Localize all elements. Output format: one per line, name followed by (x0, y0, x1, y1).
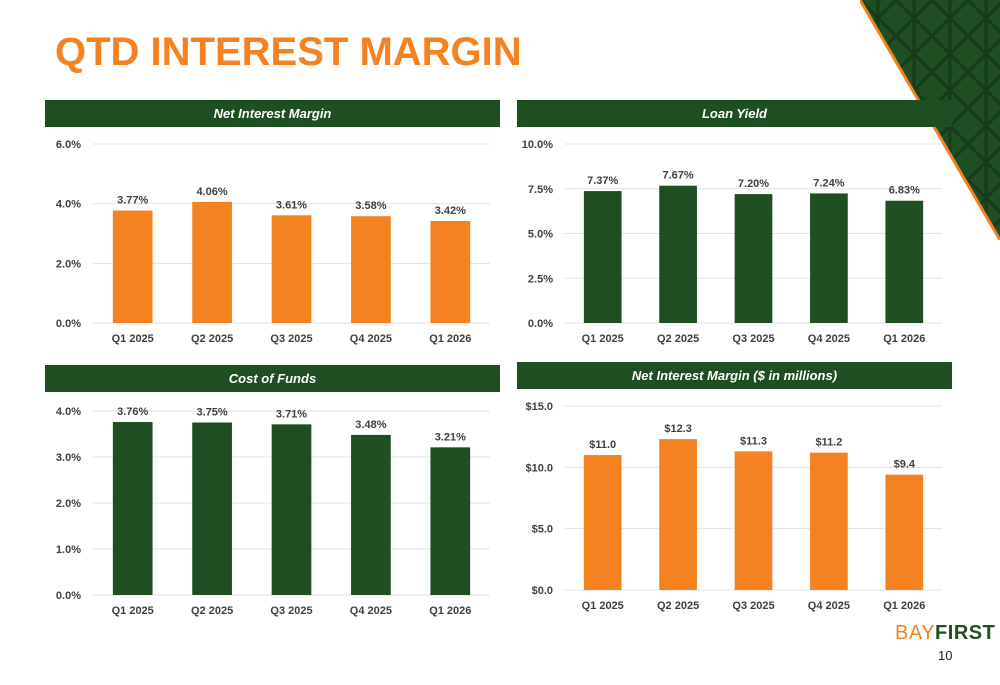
x-tick-label: Q4 2025 (808, 600, 850, 612)
y-tick-label: 6.0% (56, 139, 81, 151)
y-tick-label: 0.0% (528, 318, 553, 330)
x-tick-label: Q4 2025 (808, 333, 850, 345)
bar (112, 422, 153, 595)
data-label: $11.3 (740, 435, 767, 447)
page-number: 10 (938, 648, 953, 663)
bar (271, 424, 312, 595)
x-tick-label: Q1 2026 (883, 333, 925, 345)
chart-header: Net Interest Margin (45, 100, 500, 127)
data-label: $12.3 (664, 423, 692, 435)
bar (659, 185, 697, 323)
x-tick-label: Q2 2025 (191, 605, 233, 617)
logo-text-first: FIRST (935, 622, 996, 644)
x-tick-label: Q1 2026 (883, 600, 925, 612)
x-tick-label: Q1 2025 (582, 333, 624, 345)
y-tick-label: 0.0% (56, 590, 81, 602)
y-tick-label: $10.0 (525, 462, 553, 474)
x-tick-label: Q1 2025 (582, 600, 624, 612)
page-title: QTD INTEREST MARGIN (55, 30, 522, 74)
data-label: 3.61% (276, 199, 307, 211)
y-tick-label: 5.0% (528, 229, 553, 241)
y-tick-label: 0.0% (56, 318, 81, 330)
y-tick-label: $0.0 (532, 585, 553, 597)
y-tick-label: 4.0% (56, 199, 81, 211)
bar (885, 474, 924, 590)
cost-of-funds-chart: Cost of Funds 0.0% 1.0% 2.0% 3.0% 4.0% 3.76% Q… (45, 365, 500, 620)
bar (351, 216, 391, 323)
bar (351, 434, 391, 595)
bayfirst-logo: BAYFIRST (895, 622, 995, 645)
data-label: 3.76% (117, 406, 148, 418)
x-tick-label: Q2 2025 (657, 333, 699, 345)
bar (271, 215, 312, 323)
x-tick-label: Q1 2025 (112, 333, 154, 345)
x-tick-label: Q2 2025 (191, 333, 233, 345)
x-tick-label: Q3 2025 (732, 600, 774, 612)
chart-header: Net Interest Margin ($ in millions) (517, 362, 952, 389)
y-tick-label: 10.0% (522, 139, 553, 151)
data-label: 7.20% (738, 178, 769, 190)
x-tick-label: Q4 2025 (350, 333, 392, 345)
data-label: 6.83% (889, 185, 920, 197)
bar (583, 191, 622, 323)
x-tick-label: Q1 2026 (429, 605, 471, 617)
cost-of-funds-plot: 0.0% 1.0% 2.0% 3.0% 4.0% 3.76% Q1 2025 3.75% Q2 … (56, 406, 490, 617)
data-label: $11.2 (815, 437, 842, 449)
bar (659, 439, 697, 590)
data-label: 3.71% (276, 408, 307, 420)
data-label: 7.37% (587, 175, 618, 187)
bar (430, 220, 471, 323)
data-label: 3.42% (435, 205, 466, 217)
bar (885, 200, 924, 323)
logo-text-bay: BAY (895, 622, 936, 644)
bar (583, 455, 622, 590)
x-tick-label: Q2 2025 (657, 600, 699, 612)
data-label: 3.77% (117, 195, 148, 207)
net-interest-margin-dollars-plot: $0.0 $5.0 $10.0 $15.0 $11.0 Q1 2025 $12.3 Q2 20… (525, 401, 942, 612)
data-label: 7.67% (662, 170, 693, 182)
y-tick-label: 3.0% (56, 452, 81, 464)
y-tick-label: 7.5% (528, 184, 553, 196)
x-tick-label: Q1 2025 (112, 605, 154, 617)
net-interest-margin-plot: 0.0% 2.0% 4.0% 6.0% 3.77% Q1 2025 4.06% Q2 2025… (56, 139, 490, 345)
data-label: $9.4 (894, 459, 916, 471)
net-interest-margin-dollars-chart: Net Interest Margin ($ in millions) $0.0… (517, 362, 952, 617)
data-label: 3.48% (355, 419, 386, 431)
bar (430, 447, 471, 595)
bar (810, 193, 848, 323)
data-label: 4.06% (196, 186, 227, 198)
y-tick-label: 4.0% (56, 406, 81, 418)
x-tick-label: Q1 2026 (429, 333, 471, 345)
data-label: 3.75% (196, 407, 227, 419)
data-label: 3.58% (355, 200, 386, 212)
bar (810, 452, 848, 590)
bar (734, 194, 773, 323)
bar (112, 210, 153, 323)
loan-yield-plot: 0.0% 2.5% 5.0% 7.5% 10.0% 7.37% Q1 2025 7.67% Q2… (522, 139, 942, 345)
y-tick-label: 2.0% (56, 498, 81, 510)
y-tick-label: 2.0% (56, 258, 81, 270)
x-tick-label: Q3 2025 (732, 333, 774, 345)
net-interest-margin-chart: Net Interest Margin 0.0% 2.0% 4.0% 6.0% 3.77… (45, 100, 500, 355)
x-tick-label: Q3 2025 (270, 605, 312, 617)
y-tick-label: $15.0 (525, 401, 553, 413)
loan-yield-chart: Loan Yield 0.0% 2.5% 5.0% 7.5% 10.0% 7.37% Q1 … (517, 100, 952, 355)
data-label: 7.24% (813, 177, 844, 189)
data-label: $11.0 (589, 439, 616, 451)
chart-header: Cost of Funds (45, 365, 500, 392)
y-tick-label: 2.5% (528, 273, 553, 285)
y-tick-label: $5.0 (532, 524, 553, 536)
chart-header: Loan Yield (517, 100, 952, 127)
x-tick-label: Q3 2025 (270, 333, 312, 345)
bar (192, 201, 232, 323)
x-tick-label: Q4 2025 (350, 605, 392, 617)
y-tick-label: 1.0% (56, 544, 81, 556)
bar (192, 422, 232, 595)
data-label: 3.21% (435, 431, 466, 443)
bar (734, 451, 773, 590)
